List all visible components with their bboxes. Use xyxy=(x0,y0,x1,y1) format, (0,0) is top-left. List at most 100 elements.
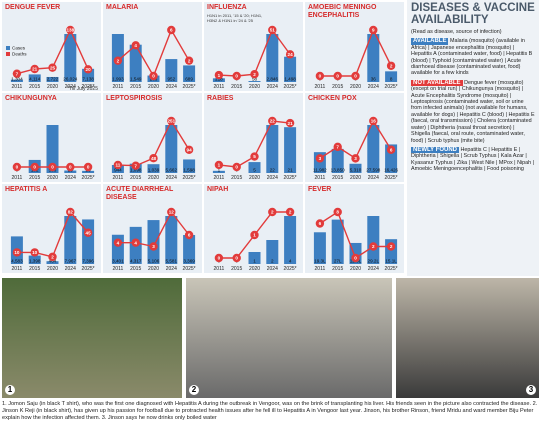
not-available-section: NOT AVAILABLE Dengue fever (mosquito) (e… xyxy=(411,79,535,144)
chart: 2011 944 2015 1,098 2020 1,039 2024 5,662 2025* 1… xyxy=(111,116,196,181)
deaths-marker xyxy=(66,25,75,35)
bar xyxy=(385,71,398,82)
bar-label: 11,982 xyxy=(313,168,327,173)
bar-label: 1 xyxy=(253,259,256,264)
bar-label: 1,549 xyxy=(130,77,142,82)
deaths-marker xyxy=(66,162,75,172)
legend-swatch xyxy=(6,52,10,56)
deaths-marker xyxy=(386,61,396,70)
bar-label: 1,993 xyxy=(112,77,124,82)
photo: 1 xyxy=(2,278,182,398)
deaths-marker xyxy=(250,152,259,161)
x-tick-label: 2020 xyxy=(148,84,159,90)
deaths-label: 7 xyxy=(134,163,137,168)
deaths-marker xyxy=(30,248,39,257)
x-tick-label: 2011 xyxy=(12,175,23,181)
available-section: AVAILABLE Malaria (mosquito) (available … xyxy=(411,38,535,76)
newly-found-section: NEWLY FOUND Hepatitis C | Hepatitis E | … xyxy=(411,146,535,173)
deaths-label: 0 xyxy=(235,165,238,170)
bar-label: 15.1L xyxy=(385,259,397,264)
deaths-marker xyxy=(48,252,57,262)
vaccine-panel: DISEASES & VACCINE AVAILABILITY (Read as… xyxy=(407,0,539,276)
deaths-marker xyxy=(351,253,360,263)
bar xyxy=(82,219,95,264)
x-tick-label: 2015 xyxy=(231,266,242,272)
deaths-line xyxy=(319,28,392,77)
bar-label: 29.2L xyxy=(368,259,380,264)
bar xyxy=(367,216,380,264)
bar-label: 16,426 xyxy=(384,168,398,173)
x-tick-label: 2025* xyxy=(183,84,196,90)
chart: 2011 11,982 2015 13,850 2020 5,310 2024 27,598 2… xyxy=(313,116,399,181)
deaths-marker xyxy=(285,118,295,128)
chart-cell: 2011 944 2015 1,098 2020 1,039 2024 5,662 2025* 1… xyxy=(103,93,202,182)
deaths-label: 2 xyxy=(372,244,375,249)
bar xyxy=(367,125,380,173)
deaths-label: 9 xyxy=(372,28,375,33)
bar-label: 5,106 xyxy=(148,259,160,264)
deaths-label: 3 xyxy=(152,244,155,249)
deaths-label: 6 xyxy=(319,221,322,226)
deaths-label: 2 xyxy=(390,244,393,249)
deaths-label: 22 xyxy=(270,119,276,124)
available-label: AVAILABLE xyxy=(411,38,449,45)
chart-cell: 2011020150202002024362025*800092AMOEBIC … xyxy=(305,2,404,91)
chart-title: NIPAH xyxy=(207,186,229,193)
bar xyxy=(183,235,196,264)
deaths-marker xyxy=(149,71,158,81)
bar-label: 4,317 xyxy=(130,259,142,264)
deaths-label: 0 xyxy=(16,165,19,170)
bar-label: 19.3L xyxy=(314,259,326,264)
chart-title: MALARIA xyxy=(106,4,139,11)
deaths-marker xyxy=(369,242,378,251)
bar xyxy=(64,216,77,264)
chart-title: FEVER xyxy=(308,186,332,193)
bar xyxy=(28,74,41,82)
deaths-label: 25 xyxy=(50,65,56,70)
deaths-marker xyxy=(333,142,342,152)
bar-label: 4 xyxy=(289,259,292,264)
deaths-marker xyxy=(232,253,241,263)
x-tick-label: 2011 xyxy=(315,175,326,181)
deaths-marker xyxy=(184,56,194,65)
bar-label: 5,662 xyxy=(166,168,178,173)
deaths-marker xyxy=(83,65,93,74)
caption: 1. Jomon Saju (in black T shirt), who wa… xyxy=(2,401,538,421)
x-tick-label: 2024 xyxy=(368,175,379,181)
chart-cell: 201119.3L201527L202012.8L202429.2L2025*1… xyxy=(305,184,404,273)
x-tick-label: 2011 xyxy=(12,84,23,90)
bar-label: 1,498 xyxy=(284,77,296,82)
deaths-marker xyxy=(386,242,396,251)
deaths-marker xyxy=(214,253,224,263)
x-tick-label: 2020 xyxy=(350,266,361,272)
deaths-label: 2 xyxy=(51,255,54,260)
x-tick-label: 2015 xyxy=(332,84,343,90)
x-tick-label: 2020 xyxy=(249,175,260,181)
x-tick-label: 2024 xyxy=(65,266,76,272)
bar xyxy=(248,162,261,173)
chart: 20110201515220205582024292025*2500000 xyxy=(12,125,95,181)
deaths-marker xyxy=(232,162,241,172)
deaths-label: 1 xyxy=(218,73,221,78)
deaths-marker xyxy=(167,116,176,126)
chart-title: CHICKEN POX xyxy=(308,95,357,102)
deaths-marker xyxy=(268,116,277,126)
deaths-label: 0 xyxy=(354,256,357,261)
deaths-marker xyxy=(369,25,378,35)
x-tick-label: 2020 xyxy=(350,175,361,181)
x-tick-label: 2020 xyxy=(249,84,260,90)
x-tick-label: 2024 xyxy=(267,175,278,181)
bar xyxy=(313,232,326,264)
x-tick-label: 2024 xyxy=(267,84,278,90)
bar xyxy=(212,78,225,82)
chart-title: AMOEBIC MENINGO ENCEPHALITIS xyxy=(308,4,377,19)
deaths-label: 0 xyxy=(152,74,155,79)
chart-cell: 2011 11,982 2015 13,850 2020 5,310 2024 27,598 2… xyxy=(305,93,404,182)
photo-number: 3 xyxy=(526,385,536,395)
newly-found-label: NEWLY FOUND xyxy=(411,146,460,154)
deaths-marker xyxy=(149,242,158,251)
bar xyxy=(28,255,41,264)
x-tick-label: 2020 xyxy=(47,266,58,272)
x-tick-label: 2011 xyxy=(214,175,225,181)
deaths-marker xyxy=(12,69,22,78)
